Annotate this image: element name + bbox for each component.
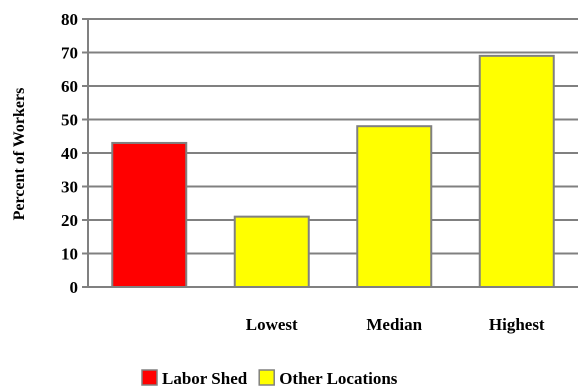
y-tick-label: 60 (61, 77, 78, 96)
y-tick-label: 70 (61, 44, 78, 63)
bar-labor-shed (111, 141, 188, 288)
legend-swatch (258, 369, 275, 386)
legend-label: Labor Shed (162, 369, 248, 388)
category-label: Highest (489, 315, 545, 334)
legend: Labor Shed Other Locations (141, 369, 398, 388)
bar-lowest (233, 215, 310, 288)
y-tick-label: 20 (61, 211, 78, 230)
y-axis-title: Percent of Workers (11, 88, 28, 221)
y-tick-label: 80 (61, 10, 78, 29)
y-tick-label: 10 (61, 245, 78, 264)
bar-median (356, 125, 433, 288)
legend-label: Other Locations (279, 369, 398, 388)
y-tick-label: 30 (61, 178, 78, 197)
y-tick-label: 0 (70, 278, 79, 297)
bars (111, 54, 555, 288)
category-labels: Lowest Median Highest (246, 315, 545, 334)
bar-highest (478, 54, 555, 288)
y-tick-label: 40 (61, 144, 78, 163)
legend-swatch (141, 369, 158, 386)
category-label: Median (366, 315, 422, 334)
category-label: Lowest (246, 315, 298, 334)
y-tick-label: 50 (61, 111, 78, 130)
y-tick-labels: 0 10 20 30 40 50 60 70 80 (61, 10, 78, 297)
axes (87, 19, 578, 288)
